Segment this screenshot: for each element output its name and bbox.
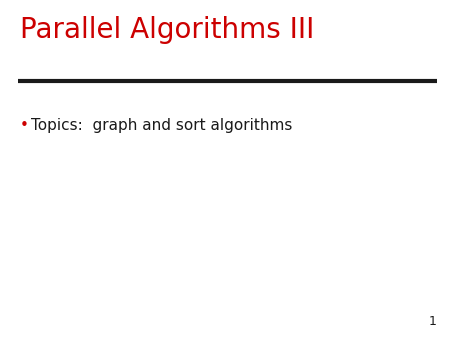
- Text: 1: 1: [428, 315, 436, 328]
- Text: Topics:  graph and sort algorithms: Topics: graph and sort algorithms: [31, 118, 292, 132]
- Text: Parallel Algorithms III: Parallel Algorithms III: [20, 16, 315, 44]
- Text: •: •: [20, 118, 29, 132]
